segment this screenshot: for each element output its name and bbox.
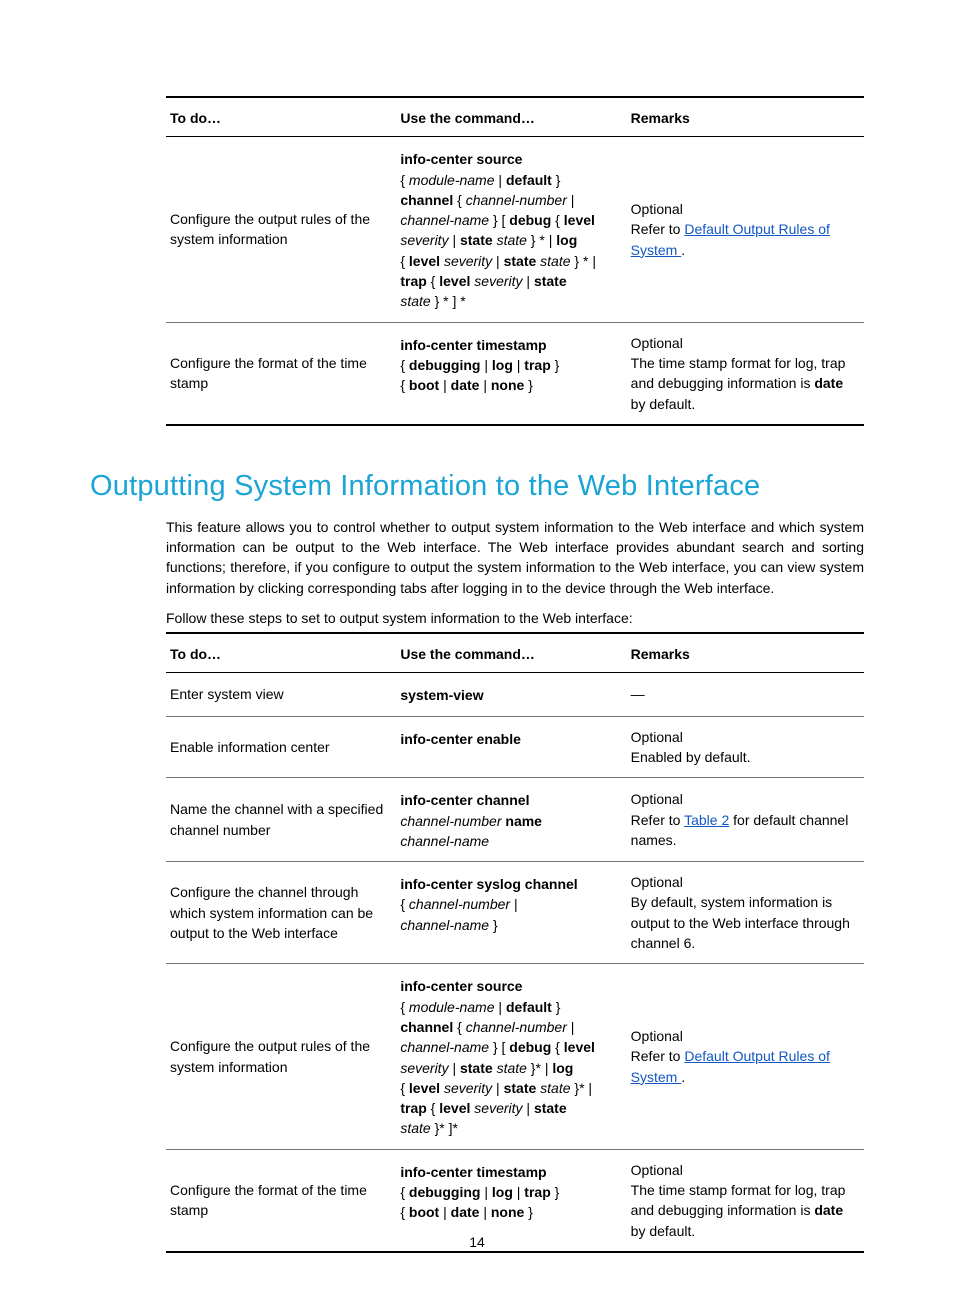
cell-remarks: OptionalRefer to Default Output Rules of… [627, 964, 864, 1149]
table-row: Configure the output rules of the system… [166, 137, 864, 322]
cell-remarks: OptionalEnabled by default. [627, 716, 864, 778]
link-table-2[interactable]: Table 2 [684, 812, 729, 828]
col-header-todo: To do… [166, 633, 396, 673]
section-paragraph: This feature allows you to control wheth… [166, 517, 864, 598]
cell-todo: Configure the output rules of the system… [166, 137, 396, 322]
cell-todo: Configure the output rules of the system… [166, 964, 396, 1149]
table-row: Name the channel with a specified channe… [166, 778, 864, 862]
table-row: Configure the format of the time stampin… [166, 322, 864, 425]
table1-body: Configure the output rules of the system… [166, 137, 864, 425]
cell-command: info-center channelchannel-number namech… [396, 778, 626, 862]
section-heading: Outputting System Information to the Web… [90, 470, 864, 503]
content-area: To do… Use the command… Remarks Configur… [166, 96, 864, 1253]
cell-command: info-center source{ module-name | defaul… [396, 964, 626, 1149]
cell-todo: Enter system view [166, 673, 396, 716]
table-row: Configure the output rules of the system… [166, 964, 864, 1149]
link-default-output-rules[interactable]: Default Output Rules of System [631, 221, 830, 257]
col-header-remarks: Remarks [627, 633, 864, 673]
table-row: Enable information centerinfo-center ena… [166, 716, 864, 778]
table-header-row: To do… Use the command… Remarks [166, 633, 864, 673]
col-header-cmd: Use the command… [396, 633, 626, 673]
cell-command: info-center source{ module-name | defaul… [396, 137, 626, 322]
cell-todo: Name the channel with a specified channe… [166, 778, 396, 862]
cell-todo: Configure the format of the time stamp [166, 322, 396, 425]
command-table-2: To do… Use the command… Remarks Enter sy… [166, 632, 864, 1253]
cell-todo: Enable information center [166, 716, 396, 778]
page: To do… Use the command… Remarks Configur… [0, 0, 954, 1294]
col-header-remarks: Remarks [627, 97, 864, 137]
section-lead: Follow these steps to set to output syst… [166, 610, 864, 626]
cell-command: info-center enable [396, 716, 626, 778]
cell-todo: Configure the channel through which syst… [166, 862, 396, 964]
cell-remarks: OptionalRefer to Default Output Rules of… [627, 137, 864, 322]
table-row: Configure the channel through which syst… [166, 862, 864, 964]
command-table-1: To do… Use the command… Remarks Configur… [166, 96, 864, 426]
cell-remarks: — [627, 673, 864, 716]
page-number: 14 [0, 1234, 954, 1250]
table-row: Enter system viewsystem-view— [166, 673, 864, 716]
cell-command: info-center syslog channel{ channel-numb… [396, 862, 626, 964]
cell-command: system-view [396, 673, 626, 716]
cell-command: info-center timestamp{ debugging | log |… [396, 322, 626, 425]
cell-remarks: OptionalThe time stamp format for log, t… [627, 322, 864, 425]
table-header-row: To do… Use the command… Remarks [166, 97, 864, 137]
col-header-todo: To do… [166, 97, 396, 137]
table2-body: Enter system viewsystem-view—Enable info… [166, 673, 864, 1252]
cell-remarks: OptionalBy default, system information i… [627, 862, 864, 964]
cell-remarks: OptionalRefer to Table 2 for default cha… [627, 778, 864, 862]
col-header-cmd: Use the command… [396, 97, 626, 137]
link-default-output-rules-2[interactable]: Default Output Rules of System [631, 1048, 830, 1084]
